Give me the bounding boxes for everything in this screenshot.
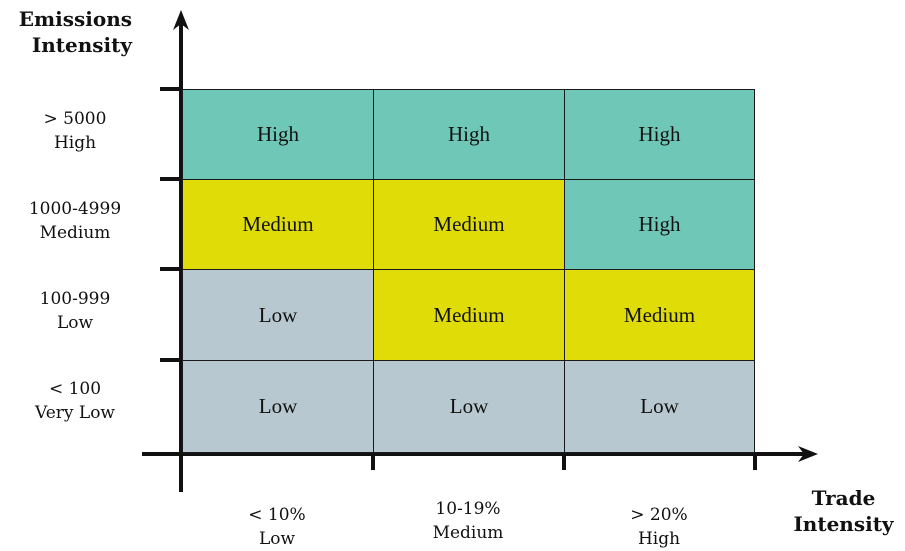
matrix-cell: Low <box>182 360 374 453</box>
x-axis-title: Trade Intensity <box>786 485 901 537</box>
x-label-level: Medium <box>432 523 504 543</box>
x-axis-arrowhead <box>798 446 818 462</box>
y-label-very-low: < 100 Very Low <box>0 377 150 425</box>
y-label-level: Medium <box>39 223 111 243</box>
y-label-low: 100-999 Low <box>0 287 150 335</box>
x-label-medium: 10-19% Medium <box>388 497 548 545</box>
matrix-cell: High <box>373 89 565 180</box>
x-axis-title-line1: Trade <box>811 486 876 510</box>
matrix-cell: Medium <box>373 179 565 270</box>
matrix-cell: Low <box>373 360 565 453</box>
x-axis-title-line2: Intensity <box>793 512 894 536</box>
y-label-medium: 1000-4999 Medium <box>0 197 150 245</box>
x-label-level: High <box>637 529 681 549</box>
x-label-level: Low <box>258 529 296 549</box>
matrix-cell: Low <box>182 269 374 361</box>
matrix-cell: Medium <box>182 179 374 270</box>
x-label-range: > 20% <box>630 505 688 525</box>
y-label-range: < 100 <box>48 379 102 399</box>
matrix-cell: Low <box>564 360 755 453</box>
y-axis-title: Emissions Intensity <box>8 6 132 58</box>
y-label-high: > 5000 High <box>0 107 150 155</box>
y-axis-title-line1: Emissions <box>18 7 132 31</box>
y-axis-arrowhead <box>173 10 189 30</box>
matrix-cell: High <box>182 89 374 180</box>
matrix-cell: High <box>564 179 755 270</box>
y-label-level: High <box>53 133 97 153</box>
x-label-low: < 10% Low <box>197 503 357 551</box>
y-label-level: Low <box>56 313 94 333</box>
y-label-level: Very Low <box>35 403 115 423</box>
matrix-cell: Medium <box>564 269 755 361</box>
x-label-range: 10-19% <box>435 499 501 519</box>
x-label-high: > 20% High <box>579 503 739 551</box>
y-label-range: 100-999 <box>39 289 111 309</box>
y-axis-title-line2: Intensity <box>31 33 132 57</box>
matrix-cell: High <box>564 89 755 180</box>
matrix-cell: Medium <box>373 269 565 361</box>
y-label-range: > 5000 <box>43 109 107 129</box>
x-label-range: < 10% <box>248 505 306 525</box>
y-label-range: 1000-4999 <box>28 199 122 219</box>
